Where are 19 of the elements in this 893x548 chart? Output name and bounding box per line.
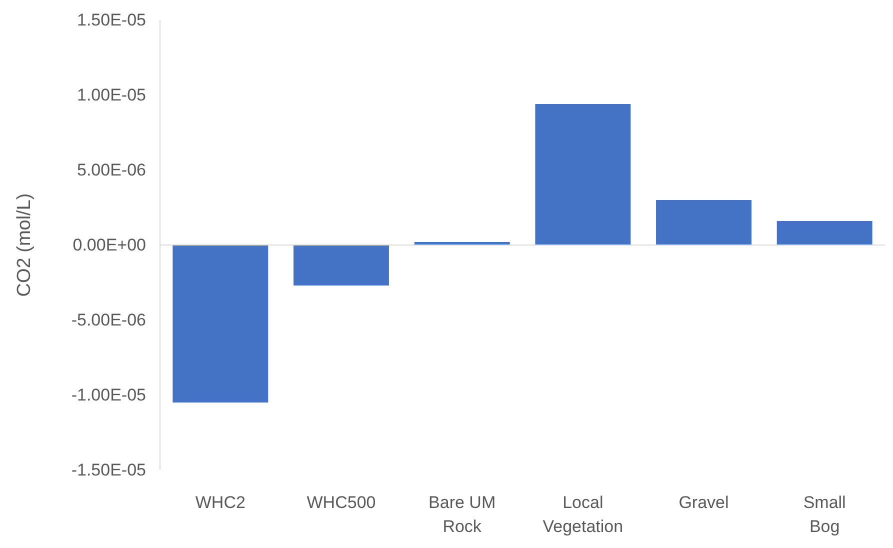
x-tick-label: Local Vegetation [542, 493, 624, 536]
y-tick-label: 5.00E-06 [77, 160, 146, 180]
y-tick-label: -1.00E-05 [71, 385, 146, 404]
y-tick-label: -1.50E-05 [71, 460, 146, 480]
y-axis-title: CO2 (mol/L) [14, 193, 35, 297]
x-tick-label: Gravel [678, 493, 729, 512]
x-tick-label: Small Bog [803, 493, 846, 536]
y-tick-label: 1.50E-05 [77, 10, 146, 30]
bar [172, 245, 268, 402]
bar [776, 221, 872, 245]
x-tick-label: WHC2 [195, 493, 246, 512]
bar [535, 104, 631, 245]
y-tick-label: 1.00E-05 [77, 85, 146, 104]
bar [656, 200, 752, 245]
bar [294, 245, 389, 286]
x-tick-label: Bare UM Rock [428, 493, 496, 536]
y-tick-label: -5.00E-06 [71, 310, 146, 330]
x-tick-label: WHC500 [306, 493, 376, 512]
y-tick-label: 0.00E+00 [72, 235, 146, 254]
